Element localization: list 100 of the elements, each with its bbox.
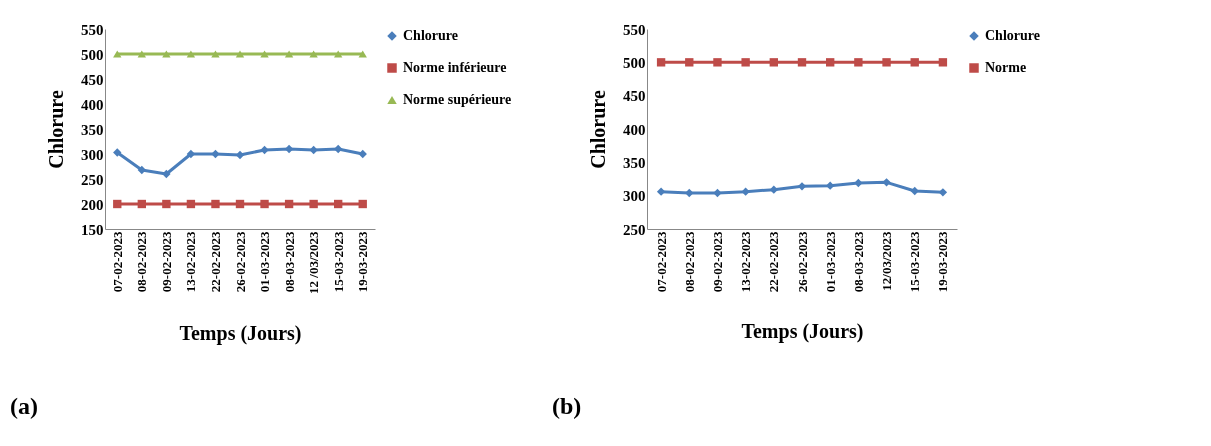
x-tick-label: 09-02-2023 — [709, 231, 725, 293]
y-tick-label: 400 — [623, 121, 646, 138]
x-tick-label: 08-03-2023 — [850, 231, 866, 293]
x-tick-label: 08-02-2023 — [134, 231, 150, 293]
point — [186, 50, 196, 58]
legend-label: Chlorure — [985, 28, 1040, 43]
x-tick-label: 26-02-2023 — [794, 231, 810, 293]
point — [284, 50, 294, 58]
x-tick-label: 15-03-2023 — [330, 231, 346, 293]
point — [137, 165, 146, 175]
y-axis-title: Chlorure — [45, 90, 67, 169]
point — [113, 148, 122, 157]
y-tick-label: 350 — [81, 121, 104, 138]
y-tick-label: 500 — [81, 46, 104, 63]
legend-label: Chlorure — [403, 28, 458, 43]
y-tick-label: 150 — [81, 221, 104, 238]
legend-label: Norme — [985, 60, 1027, 75]
y-tick-label: 350 — [623, 154, 646, 171]
legend-label: Norme inférieure — [403, 60, 507, 75]
y-tick-label: 450 — [623, 88, 646, 105]
x-axis-title: Temps (Jours) — [179, 321, 302, 345]
x-tick-label: 12/03/2023 — [879, 231, 895, 291]
point — [235, 50, 245, 58]
point — [685, 58, 694, 67]
point — [826, 58, 835, 67]
point — [685, 188, 694, 198]
point — [741, 187, 750, 196]
point — [137, 199, 146, 209]
point — [656, 58, 666, 67]
point — [713, 188, 722, 198]
point — [797, 58, 807, 67]
x-tick-label: 01-03-2023 — [822, 231, 838, 293]
x-tick-label: 07-02-2023 — [109, 231, 125, 293]
point — [938, 58, 948, 67]
point — [113, 199, 122, 209]
x-tick-label: 13-02-2023 — [738, 231, 754, 293]
point — [260, 50, 269, 58]
y-tick-label: 550 — [81, 21, 104, 38]
point — [309, 199, 318, 209]
x-tick-label: 07-02-2023 — [653, 231, 669, 293]
point — [741, 58, 750, 67]
x-axis-title: Temps (Jours) — [741, 320, 864, 344]
point — [334, 199, 343, 209]
point — [854, 58, 863, 67]
point — [309, 50, 318, 58]
point — [938, 188, 948, 197]
point — [358, 149, 367, 159]
y-tick-label: 200 — [81, 196, 104, 213]
text: (b) — [552, 393, 582, 419]
y-tick-label: 300 — [623, 188, 646, 205]
point — [769, 58, 778, 67]
x-tick-label: 08-02-2023 — [681, 231, 697, 293]
x-tick-label: 15-03-2023 — [907, 231, 923, 293]
point — [797, 182, 807, 191]
y-tick-label: 250 — [81, 171, 104, 188]
point — [211, 199, 220, 209]
point — [211, 50, 220, 58]
y-tick-label: 400 — [81, 96, 104, 113]
point — [910, 58, 919, 67]
point — [882, 178, 891, 187]
point — [334, 144, 343, 154]
point — [162, 169, 171, 179]
point — [910, 186, 919, 196]
point — [854, 178, 863, 188]
x-tick-label: 13-02-2023 — [183, 231, 199, 293]
point — [284, 199, 294, 209]
y-tick-label: 300 — [81, 146, 104, 163]
y-tick-label: 500 — [623, 54, 646, 71]
point — [309, 145, 318, 155]
x-tick-label: 19-03-2023 — [355, 231, 371, 293]
point — [769, 185, 778, 194]
x-tick-label: 22-02-2023 — [766, 231, 782, 293]
x-tick-label: 19-03-2023 — [935, 231, 951, 293]
x-tick-label: 08-03-2023 — [281, 231, 297, 293]
x-tick-label: 01-03-2023 — [257, 231, 273, 293]
point — [358, 199, 367, 209]
legend-label: Norme supérieure — [403, 92, 512, 107]
point — [656, 187, 666, 196]
point — [713, 58, 722, 67]
point — [211, 149, 220, 159]
x-tick-label: 12 /03/2023 — [306, 231, 322, 294]
point — [162, 50, 171, 58]
point — [235, 199, 245, 209]
y-tick-label: 250 — [623, 221, 646, 238]
y-axis-title: Chlorure — [587, 90, 609, 169]
point — [113, 50, 122, 58]
x-tick-label: 09-02-2023 — [158, 231, 174, 293]
point — [826, 181, 835, 190]
point — [260, 145, 269, 155]
point — [334, 50, 343, 58]
text: (a) — [10, 393, 38, 419]
point — [882, 58, 891, 67]
x-tick-label: 22-02-2023 — [207, 231, 223, 293]
point — [162, 199, 171, 209]
point — [358, 50, 367, 58]
y-tick-label: 450 — [81, 71, 104, 88]
y-tick-label: 550 — [623, 21, 646, 38]
point — [186, 199, 196, 209]
point — [137, 50, 146, 58]
x-tick-label: 26-02-2023 — [232, 231, 248, 293]
